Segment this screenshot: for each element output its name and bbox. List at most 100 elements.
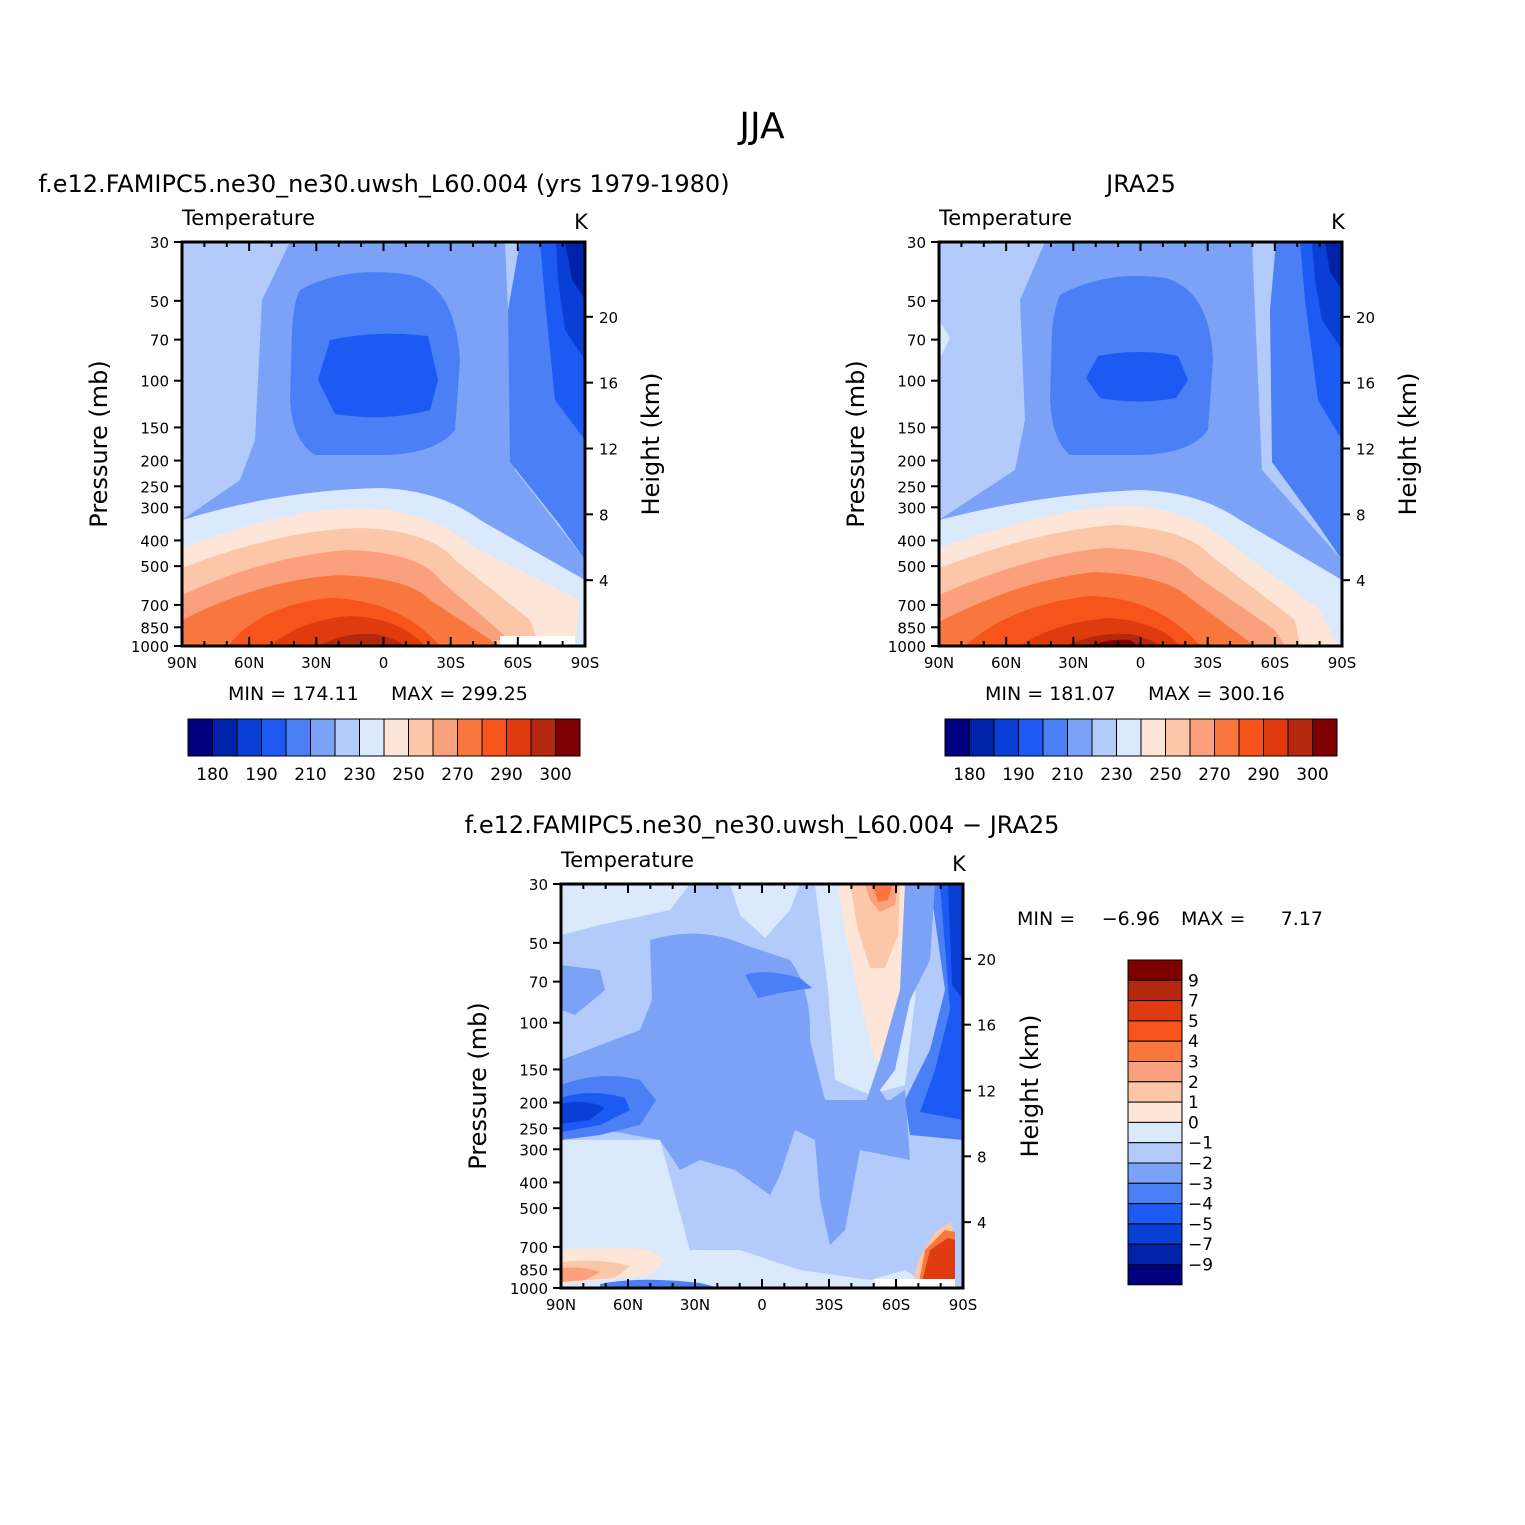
colorbar-label: −1 <box>1188 1134 1213 1154</box>
units-label: K <box>574 210 589 234</box>
height-tick-label: 16 <box>977 1017 996 1035</box>
height-tick-label: 16 <box>599 375 618 393</box>
contour-band-200 <box>318 333 438 418</box>
colorbar-cell <box>1263 718 1289 757</box>
pressure-tick-label: 70 <box>907 332 926 350</box>
contour-field <box>182 242 585 646</box>
contour-band-200 <box>1086 352 1188 402</box>
colorbar-label: 3 <box>1188 1053 1199 1073</box>
lat-tick-label: 90N <box>167 654 197 672</box>
min-value: −6.96 <box>1102 908 1160 930</box>
height-tick-label: 4 <box>1356 572 1366 590</box>
colorbar-cell <box>481 718 507 757</box>
pressure-tick-label: 70 <box>150 332 169 350</box>
colorbar-cell <box>1312 718 1338 757</box>
height-tick-label: 8 <box>1356 506 1366 524</box>
lat-tick-label: 90S <box>571 654 600 672</box>
colorbar-label: 0 <box>1188 1113 1199 1133</box>
contour-band-neg5-west <box>561 1101 605 1124</box>
lat-tick-label: 90S <box>949 1296 978 1314</box>
panel-model: f.e12.FAMIPC5.ne30_ne30.uwsh_L60.004 (yr… <box>38 170 729 705</box>
colorbar-cell <box>383 718 409 757</box>
pressure-tick-label: 500 <box>519 1200 548 1218</box>
colorbar-cell <box>1127 1223 1183 1245</box>
height-tick-label: 8 <box>599 506 609 524</box>
pressure-tick-label: 200 <box>897 453 926 471</box>
colorbar-cell <box>1091 718 1117 757</box>
pressure-tick-label: 150 <box>897 419 926 437</box>
colorbar-label: 270 <box>1198 765 1230 785</box>
pressure-tick-label: 300 <box>519 1141 548 1159</box>
contour-band-300 <box>1065 633 1160 646</box>
colorbar-cell <box>555 718 581 757</box>
colorbar-label: 210 <box>1051 765 1083 785</box>
colorbar-label: 270 <box>441 765 473 785</box>
colorbar-label: 250 <box>1149 765 1181 785</box>
panel-title: JRA25 <box>1104 170 1176 198</box>
colorbar-cell <box>1238 718 1264 757</box>
pressure-tick-label: 300 <box>897 499 926 517</box>
panel-title: f.e12.FAMIPC5.ne30_ne30.uwsh_L60.004 − J… <box>465 811 1060 839</box>
pressure-tick-label: 700 <box>897 597 926 615</box>
colorbar-cell <box>212 718 238 757</box>
colorbar-cell <box>457 718 483 757</box>
colorbar-cell <box>1127 1264 1183 1286</box>
y2-axis-label: Height (km) <box>637 373 665 516</box>
colorbar-label: −4 <box>1188 1195 1213 1215</box>
colorbar-cell <box>1127 1162 1183 1184</box>
colorbar-cell <box>236 718 262 757</box>
pressure-tick-label: 100 <box>519 1015 548 1033</box>
missing-data <box>500 636 575 646</box>
contour-band-neg1-lower <box>561 1140 963 1288</box>
colorbar-cell <box>359 718 385 757</box>
colorbar-cell <box>261 718 287 757</box>
pressure-tick-label: 30 <box>907 234 926 252</box>
height-tick-label: 20 <box>977 951 996 969</box>
pressure-tick-label: 700 <box>519 1239 548 1257</box>
height-tick-label: 12 <box>599 440 618 458</box>
lat-tick-label: 90N <box>546 1296 576 1314</box>
colorbar-cell <box>944 718 970 757</box>
pressure-tick-label: 1000 <box>131 638 169 656</box>
variable-label: Temperature <box>938 206 1072 230</box>
colorbar-cell <box>969 718 995 757</box>
contour-field <box>561 884 963 1288</box>
colorbar-cell <box>1042 718 1068 757</box>
lat-tick-label: 60N <box>613 1296 643 1314</box>
y-axis-label: Pressure (mb) <box>464 1002 492 1169</box>
colorbar-label: −5 <box>1188 1215 1213 1235</box>
y-axis-label: Pressure (mb) <box>85 360 113 527</box>
max-label: MAX = 300.16 <box>1148 683 1285 705</box>
colorbar-cell <box>285 718 311 757</box>
pressure-tick-label: 500 <box>140 558 169 576</box>
colorbar-label: 7 <box>1188 992 1199 1012</box>
lat-tick-label: 30S <box>1193 654 1222 672</box>
colorbar-cell <box>1140 718 1166 757</box>
pressure-tick-label: 100 <box>140 373 169 391</box>
lat-tick-label: 30N <box>1058 654 1088 672</box>
pressure-tick-label: 400 <box>897 532 926 550</box>
axes-and-colorbars: 3050701001502002503004005007008501000201… <box>131 234 1375 1314</box>
colorbar-label: 300 <box>539 765 571 785</box>
contour-band-south-190 <box>565 242 585 300</box>
pressure-tick-label: 150 <box>519 1061 548 1079</box>
height-tick-label: 12 <box>977 1082 996 1100</box>
contour-band-240-north <box>939 320 950 360</box>
figure-title: JJA <box>737 106 785 147</box>
colorbar-label: 190 <box>1002 765 1034 785</box>
colorbar-cell <box>1127 1243 1183 1265</box>
colorbar-cell <box>1127 1182 1183 1205</box>
pressure-tick-label: 400 <box>519 1174 548 1192</box>
colorbar-cell <box>1189 718 1215 757</box>
units-label: K <box>1331 210 1346 234</box>
contour-band-neg3-sfc <box>600 1279 720 1288</box>
colorbar-label: −3 <box>1188 1174 1213 1194</box>
colorbar-cell <box>408 718 434 757</box>
colorbar-cell <box>310 718 336 757</box>
colorbar-cell <box>432 718 458 757</box>
lat-tick-label: 90S <box>1328 654 1357 672</box>
colorbar-label: 300 <box>1296 765 1328 785</box>
panel-title: f.e12.FAMIPC5.ne30_ne30.uwsh_L60.004 (yr… <box>38 170 729 198</box>
variable-label: Temperature <box>560 848 694 872</box>
pressure-tick-label: 700 <box>140 597 169 615</box>
